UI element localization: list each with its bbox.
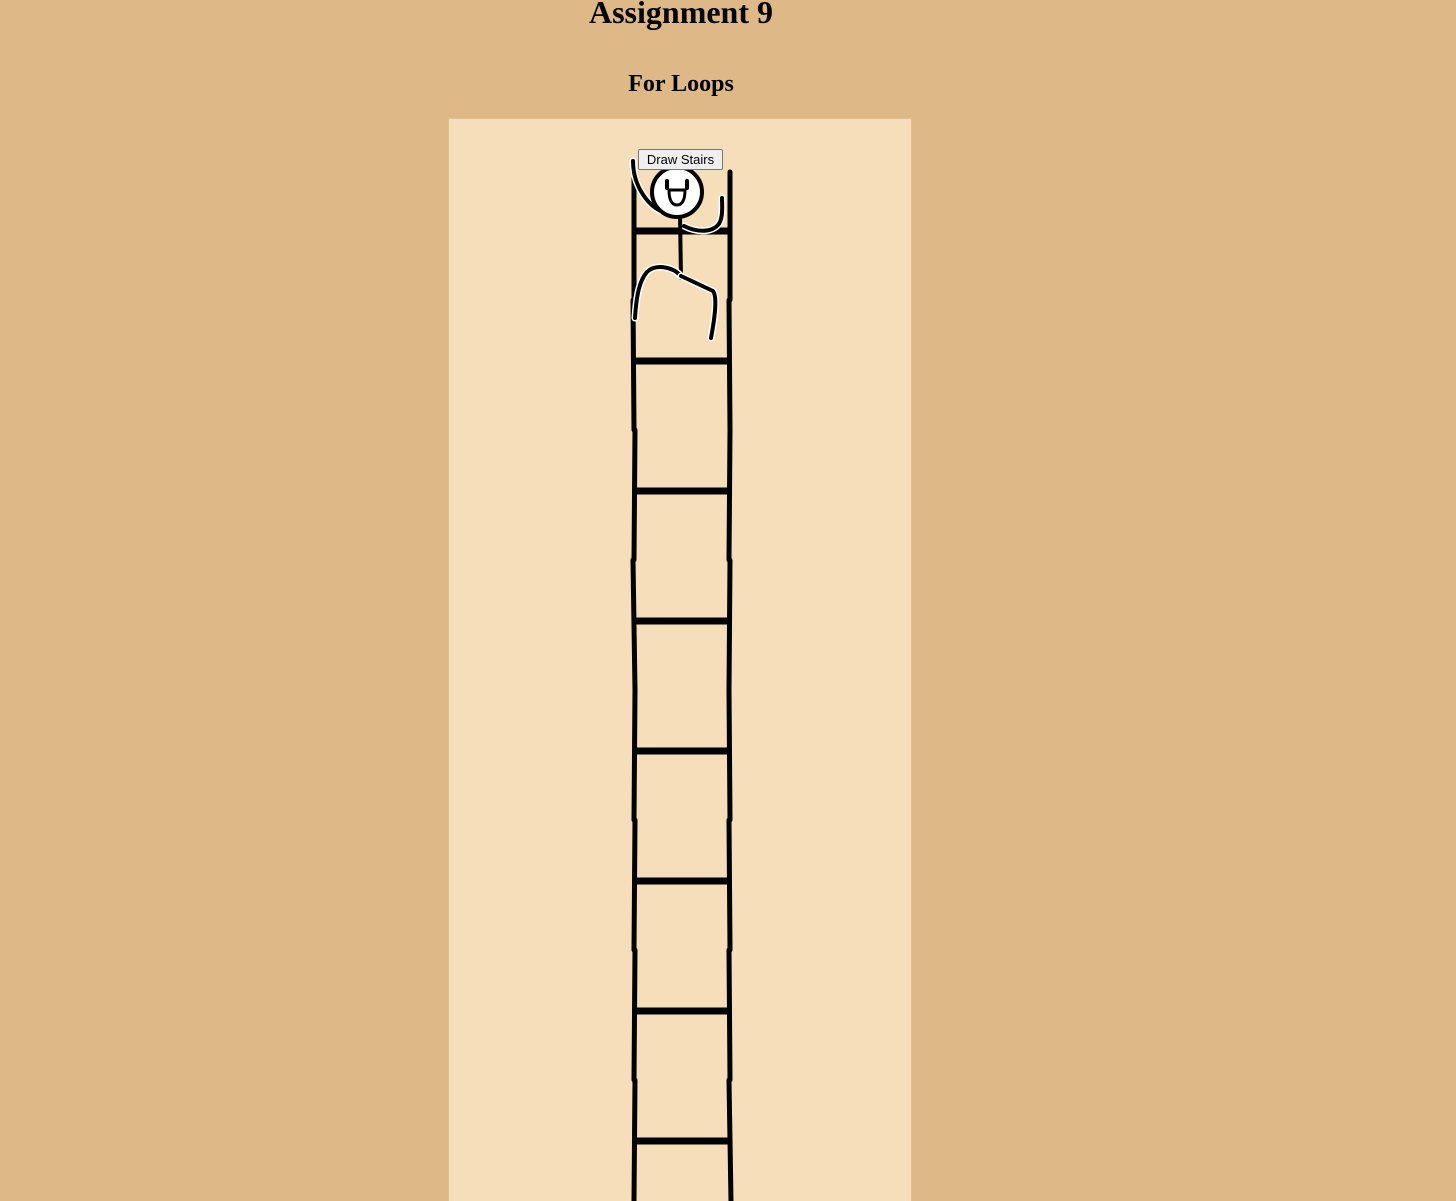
draw-stairs-button[interactable]: Draw Stairs	[638, 149, 723, 170]
page-subtitle: For Loops	[628, 71, 734, 97]
page-title: Assignment 9	[588, 0, 773, 30]
drawing-panel	[448, 118, 912, 1201]
